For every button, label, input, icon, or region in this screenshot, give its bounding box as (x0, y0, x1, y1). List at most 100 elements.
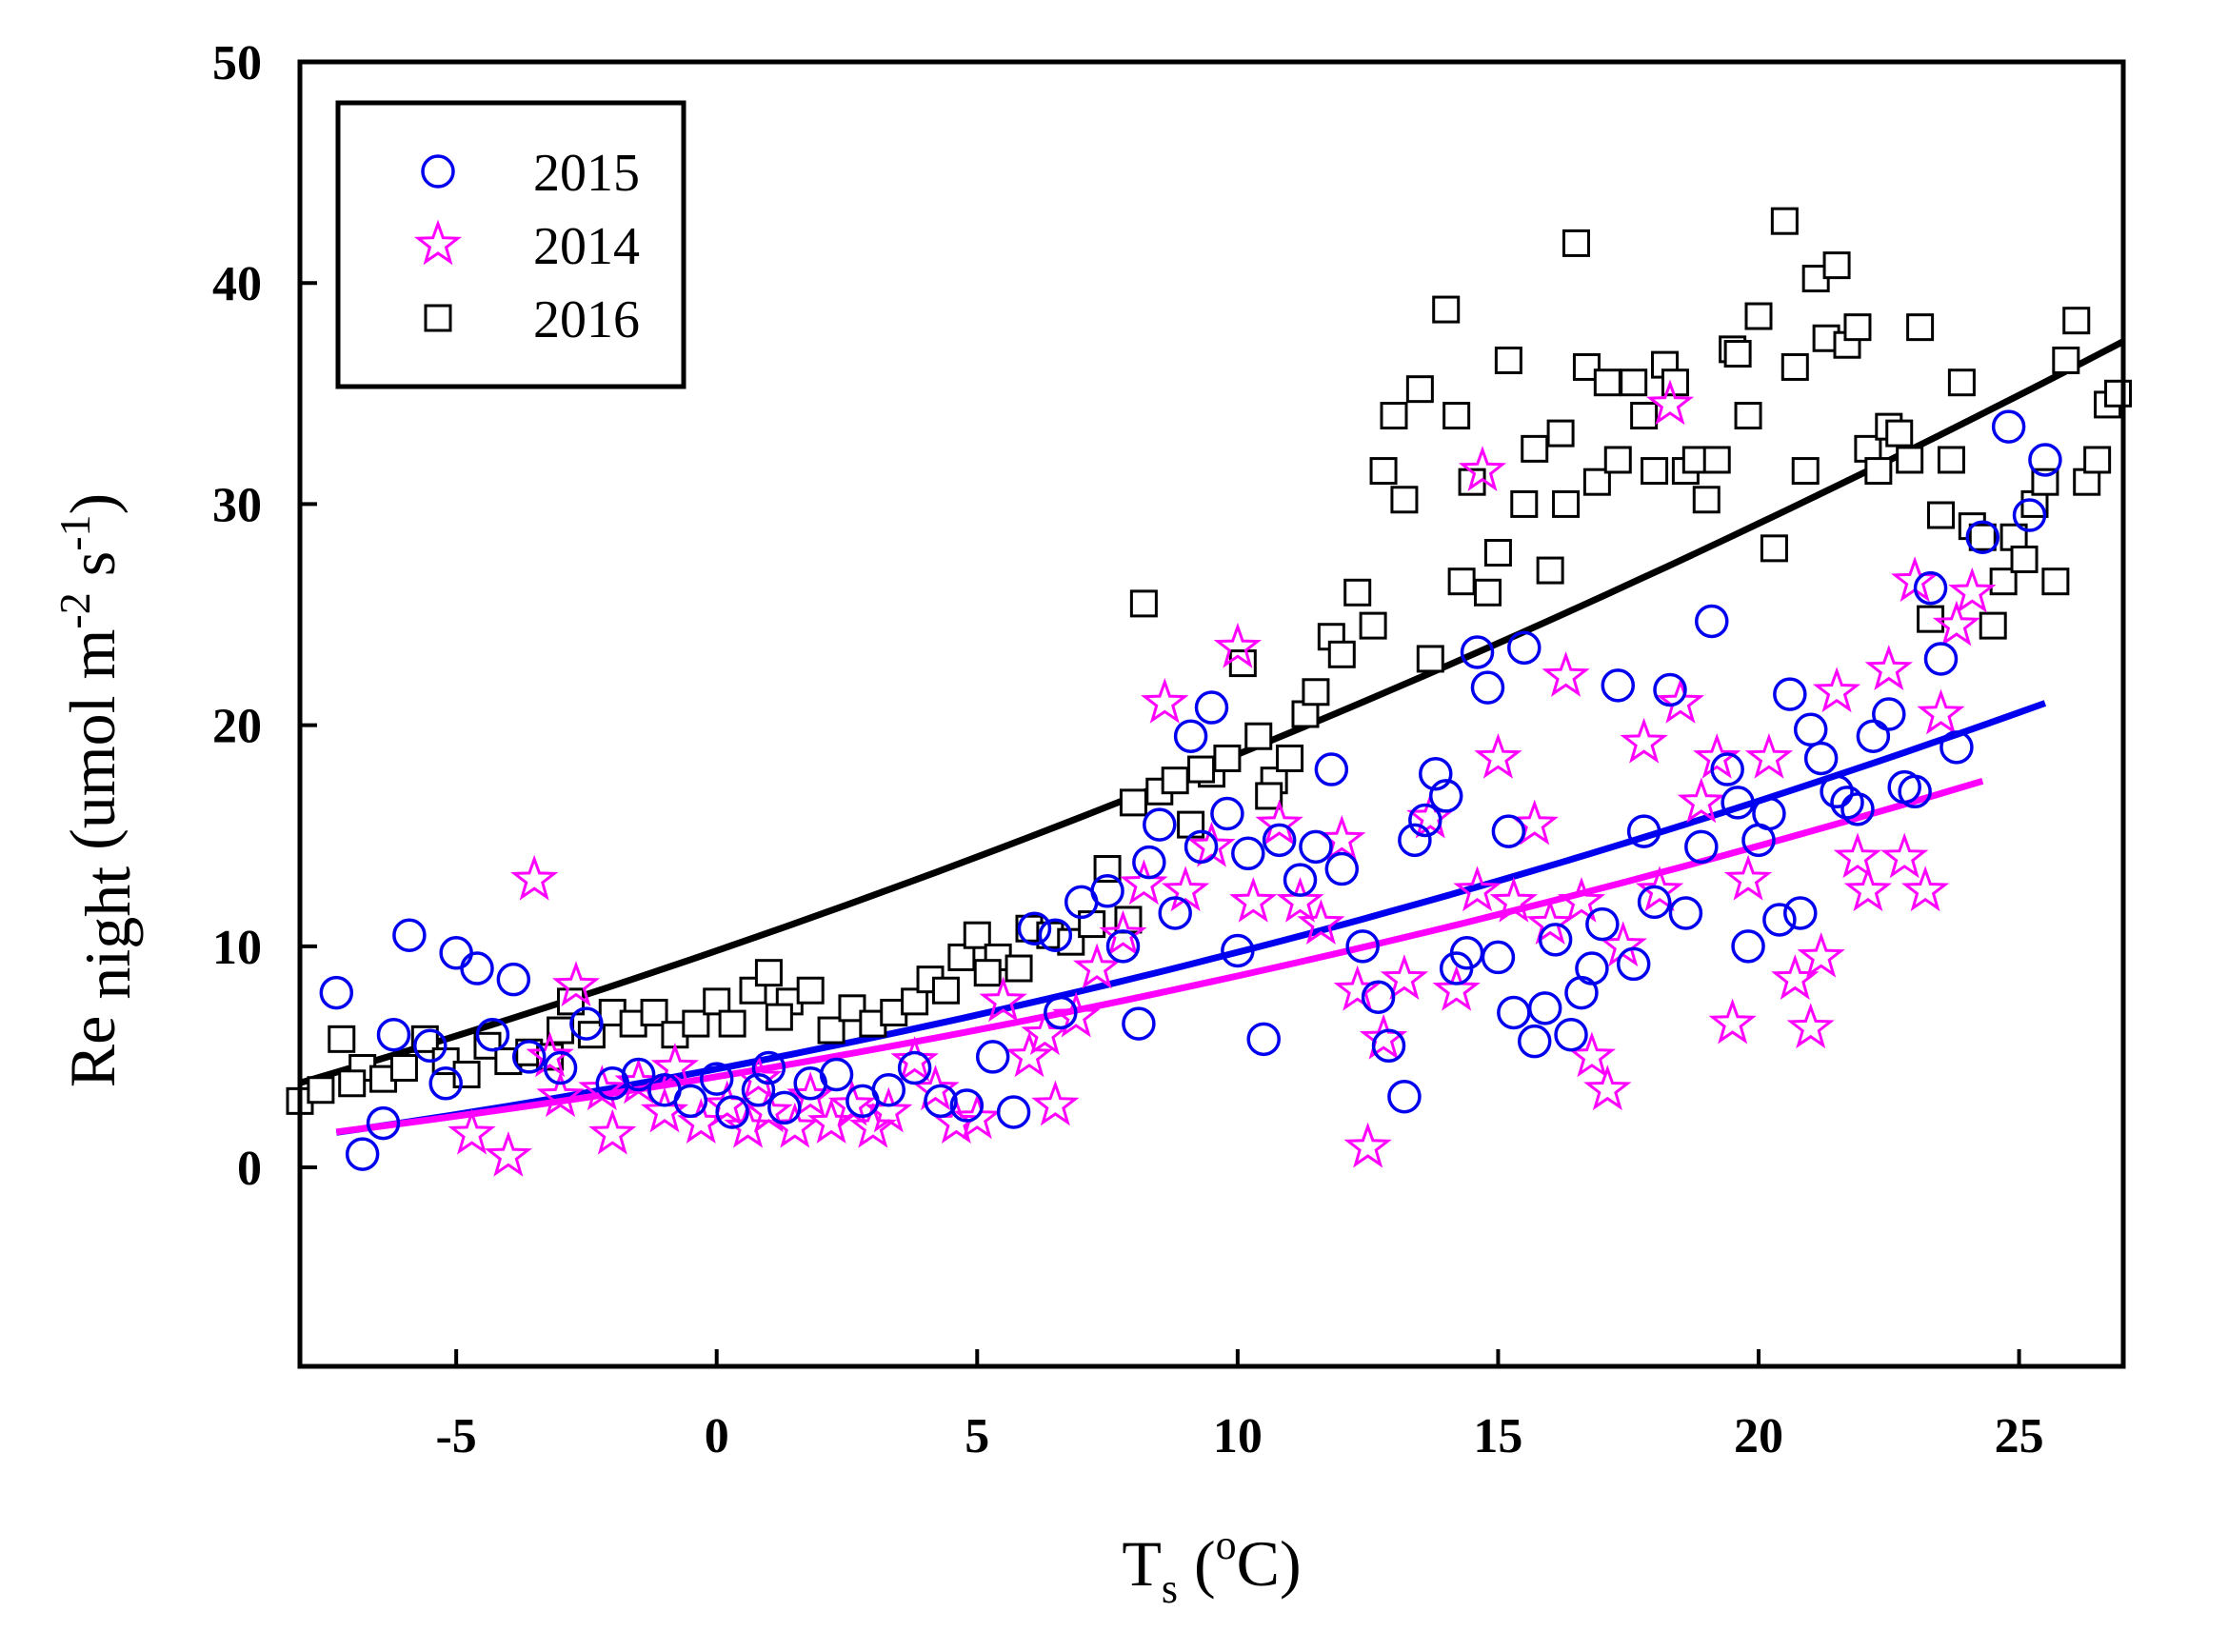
point-2015 (1419, 756, 1453, 791)
point-2014 (1229, 876, 1278, 923)
point-2015 (1361, 980, 1396, 1014)
point-2014 (1693, 732, 1741, 779)
point-2015 (1752, 796, 1786, 831)
point-2016 (1770, 207, 1799, 235)
point-2016 (2062, 307, 2091, 335)
point-2016 (2052, 346, 2080, 374)
point-2015 (1601, 668, 1636, 703)
point-2016 (1641, 457, 1669, 486)
point-2014 (890, 1036, 939, 1082)
point-2015 (1710, 752, 1744, 786)
point-2015 (1314, 752, 1349, 786)
point-2016 (1552, 489, 1581, 518)
point-2015 (1793, 712, 1828, 747)
point-2014 (510, 854, 559, 901)
point-2014 (1645, 379, 1695, 426)
point-2014 (1583, 1065, 1632, 1111)
point-2014 (448, 1108, 496, 1155)
point-2016 (1416, 645, 1444, 673)
point-2015 (1898, 774, 1932, 809)
y-title-sup1: -2 (50, 592, 99, 628)
point-2015 (1538, 923, 1573, 957)
point-2014 (953, 1093, 1002, 1140)
point-2016 (1546, 419, 1575, 448)
point-2016 (1896, 446, 1924, 474)
point-2015 (1684, 829, 1719, 865)
point-2015 (1371, 1028, 1406, 1064)
point-2016 (1291, 700, 1320, 728)
point-2015 (1345, 929, 1380, 964)
point-2016 (1447, 567, 1476, 596)
point-2016 (1255, 782, 1283, 810)
point-2015 (1038, 918, 1073, 952)
point-2015 (1470, 670, 1505, 705)
point-2016 (1536, 556, 1564, 585)
point-2016 (389, 1054, 418, 1083)
point-2015 (1626, 814, 1661, 848)
x-tick-label: 20 (1734, 1409, 1783, 1463)
point-2014 (1620, 717, 1668, 764)
point-2016 (1760, 534, 1788, 563)
point-2015 (924, 1084, 958, 1119)
point-2015 (460, 951, 494, 985)
point-2015 (1184, 829, 1219, 865)
point-2016 (307, 1076, 335, 1105)
legend-marker-2015 (421, 154, 455, 189)
point-2015 (1803, 741, 1839, 776)
point-2015 (1783, 896, 1818, 930)
legend-label-2015: 2015 (533, 144, 640, 203)
point-2016 (328, 1025, 356, 1053)
point-2015 (1460, 635, 1495, 669)
point-2016 (1593, 368, 1621, 397)
point-2015 (1507, 630, 1542, 666)
x-tick-label: -5 (435, 1409, 476, 1463)
point-2014 (1900, 866, 1950, 912)
point-2014 (1880, 832, 1929, 879)
point-2015 (621, 1057, 656, 1092)
point-2015 (715, 1095, 749, 1129)
point-2015 (1830, 786, 1864, 820)
point-2014 (1333, 965, 1382, 1011)
point-2014 (1052, 991, 1101, 1038)
point-2015 (1585, 906, 1620, 942)
point-2014 (734, 1053, 783, 1100)
point-2016 (1129, 589, 1158, 618)
point-2014 (551, 961, 601, 1007)
point-2015 (1398, 823, 1432, 858)
point-2016 (1979, 611, 2007, 640)
point-2014 (1099, 909, 1147, 956)
point-2015 (1762, 903, 1797, 937)
x-title-open: ( (1178, 1527, 1216, 1600)
point-2016 (1390, 486, 1419, 514)
point-2015 (496, 962, 531, 997)
point-2016 (1473, 578, 1502, 607)
point-2014 (1567, 1031, 1616, 1078)
point-2015 (439, 936, 473, 970)
point-2015 (1820, 774, 1854, 809)
point-2016 (1791, 457, 1820, 486)
point-2014 (1542, 651, 1590, 697)
x-axis-title: Ts (oC) (1122, 1522, 1301, 1612)
point-2014 (484, 1130, 533, 1177)
legend-marker-2016 (424, 304, 452, 332)
point-2016 (1864, 457, 1893, 486)
point-2015 (1856, 719, 1891, 753)
point-2015 (699, 1062, 734, 1096)
point-2015 (392, 918, 427, 952)
point-2015 (1283, 863, 1318, 897)
point-2014 (979, 976, 1027, 1023)
point-2014 (536, 1071, 585, 1118)
point-2015 (1122, 1006, 1156, 1041)
x-title-main: T (1122, 1527, 1162, 1600)
point-2016 (1734, 402, 1762, 430)
point-2016 (838, 994, 866, 1023)
y-title-close: ) (56, 493, 129, 515)
point-2016 (973, 959, 1002, 987)
point-2016 (1780, 352, 1809, 381)
point-2016 (1510, 489, 1539, 518)
point-2016 (796, 976, 825, 1005)
point-2016 (1005, 954, 1033, 983)
point-2015 (1554, 1017, 1588, 1052)
point-2015 (767, 1090, 802, 1125)
point-2014 (1213, 622, 1263, 668)
